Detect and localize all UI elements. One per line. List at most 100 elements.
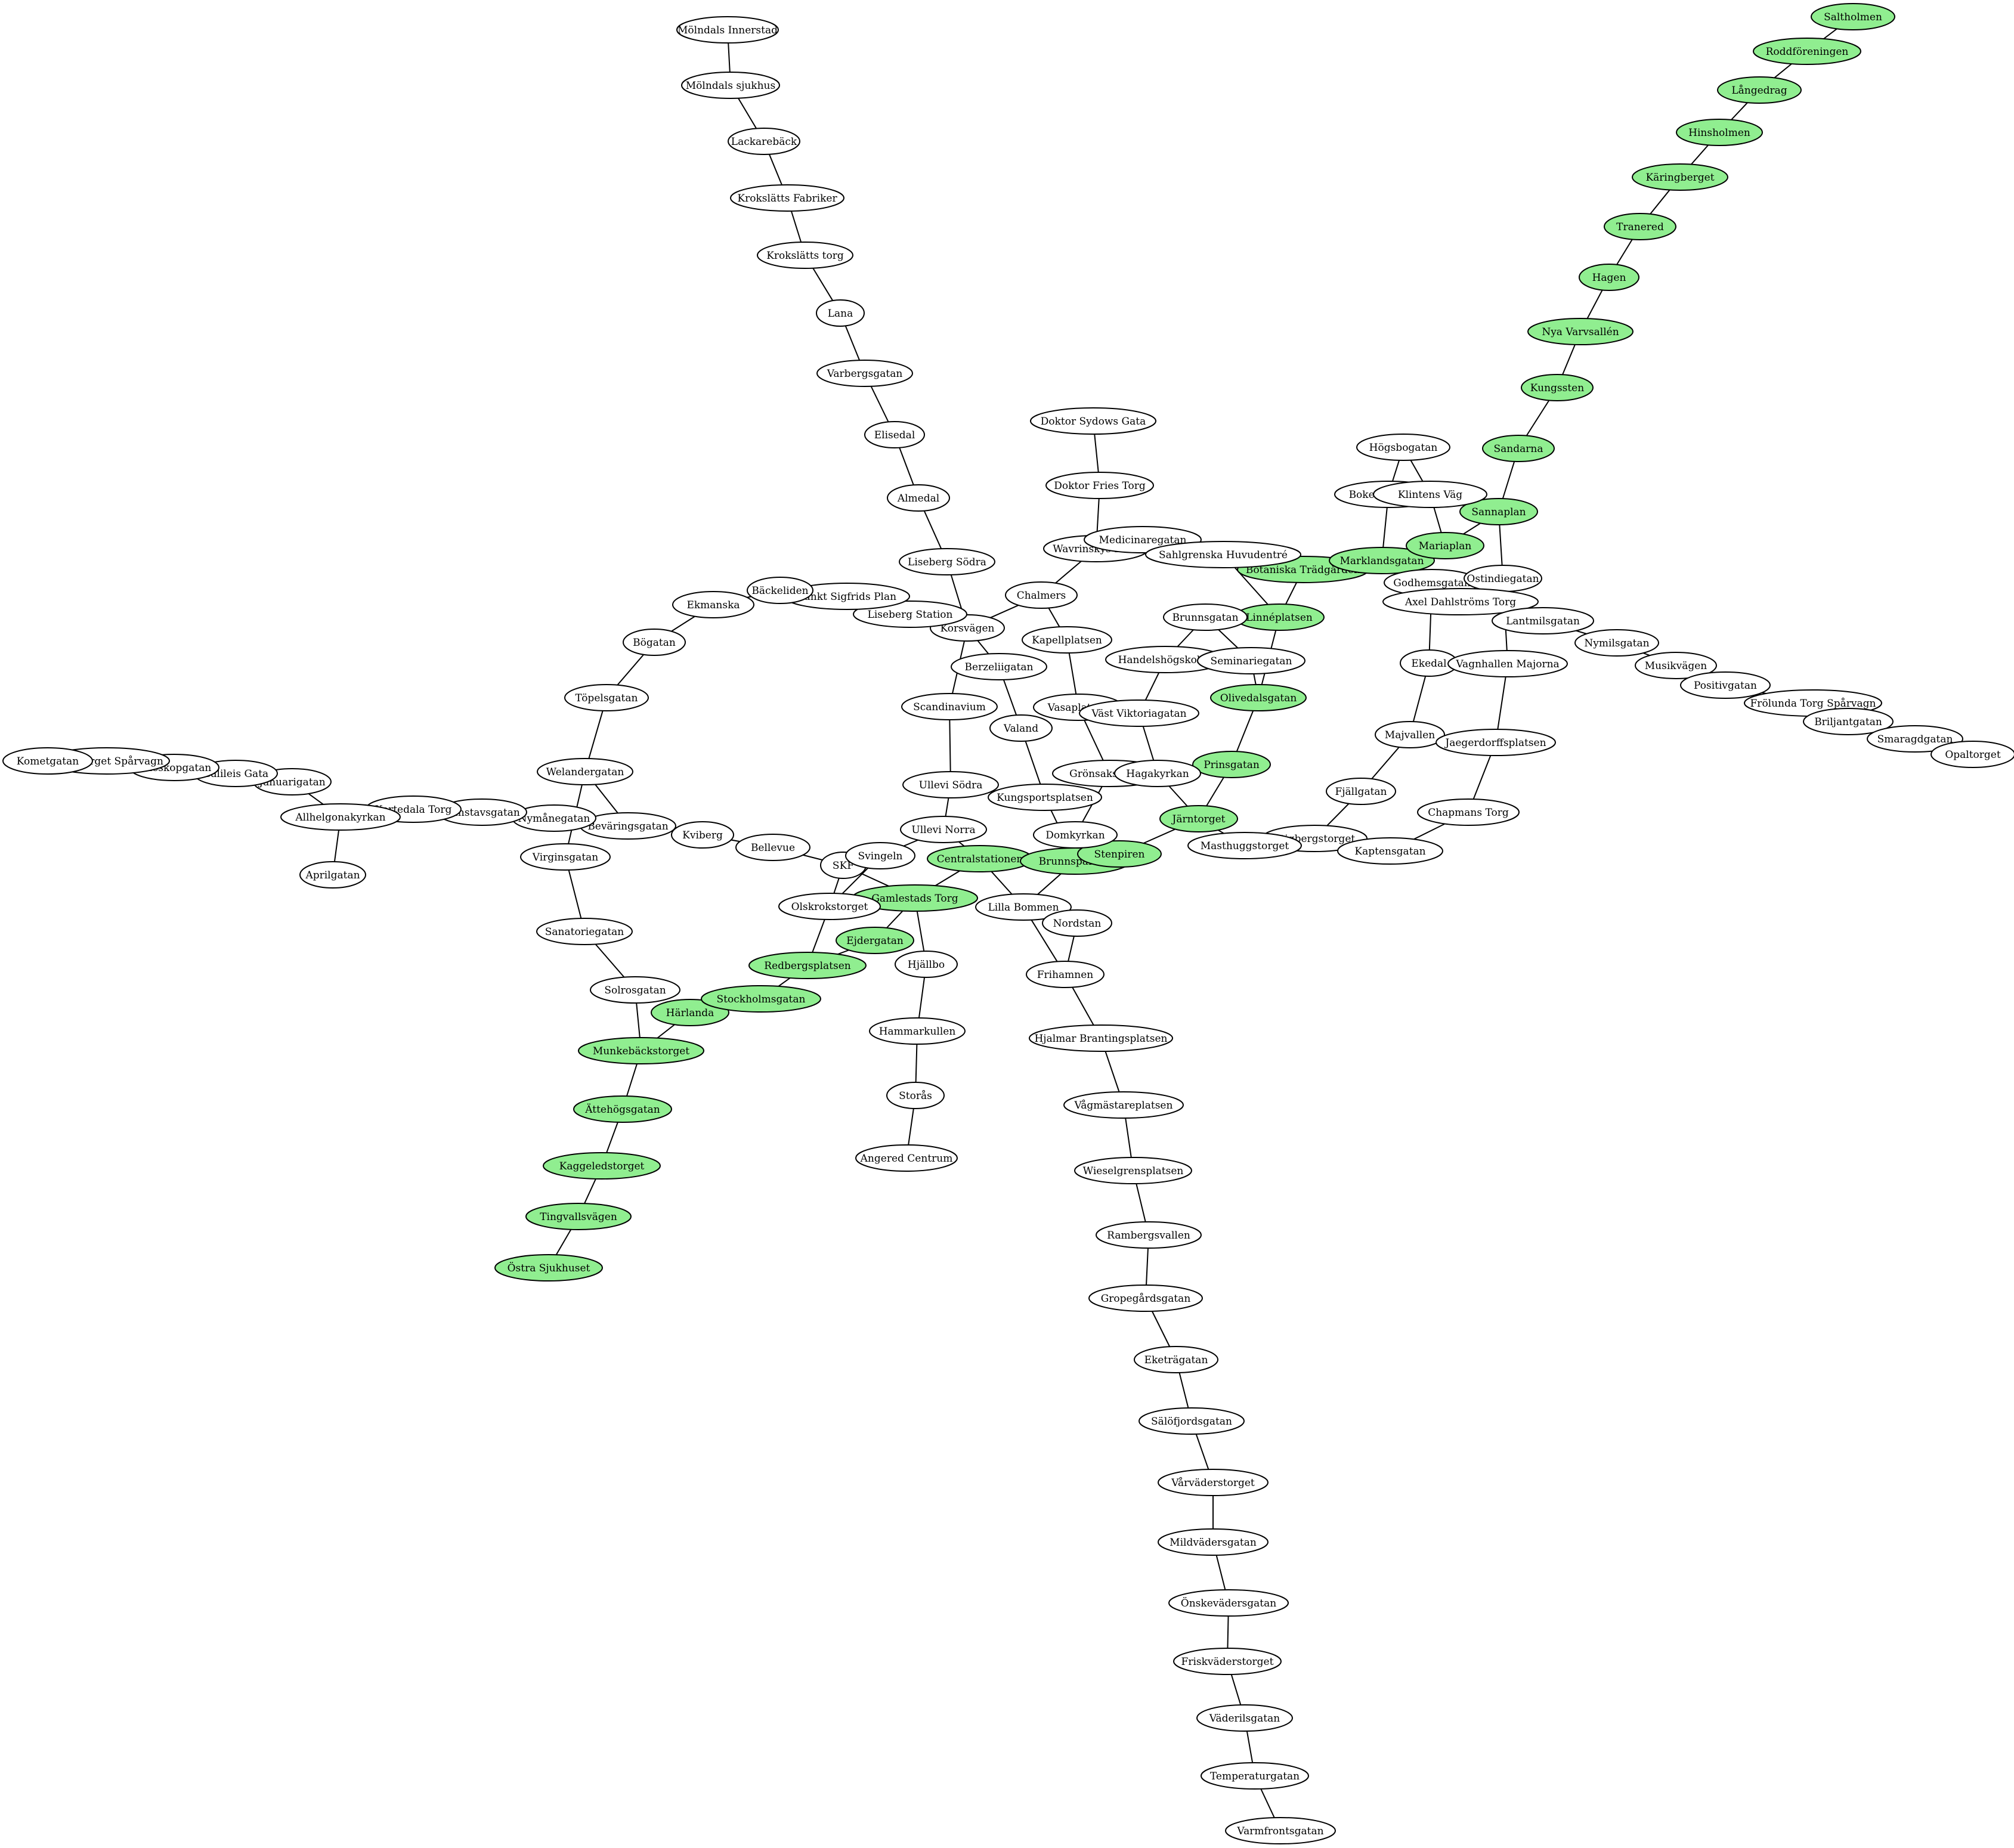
node-label: SKF — [833, 860, 854, 872]
node-ellipse — [1337, 837, 1443, 865]
node-label: Storås — [899, 1090, 932, 1102]
node-tranered: Tranered — [1604, 213, 1676, 240]
node-valand: Valand — [989, 714, 1053, 742]
node-label: Bögatan — [633, 637, 676, 649]
node-label: Nymilsgatan — [1584, 637, 1649, 649]
node-label: Temperaturgatan — [1210, 1770, 1300, 1782]
node-chapmans_torg: Chapmans Torg — [1417, 798, 1520, 826]
node-ellipse — [902, 771, 999, 798]
node-kapellplatsen: Kapellplatsen — [1022, 626, 1112, 654]
node-label: Liseberg Södra — [908, 556, 986, 568]
node-hjallbo: Hjällbo — [895, 951, 958, 978]
node-ellipse — [989, 714, 1053, 742]
node-ostra_sjukhuset: Östra Sjukhuset — [494, 1254, 603, 1281]
node-bevaringsgatan: Beväringsgatan — [580, 812, 676, 840]
node-positivgatan: Positivgatan — [1680, 671, 1771, 699]
node-doktor_sydows_gata: Doktor Sydows Gata — [1030, 407, 1156, 435]
node-berzeliigatan: Berzeliigatan — [951, 653, 1047, 680]
node-seminariegatan: Seminariegatan — [1197, 647, 1305, 674]
node-musikvagen: Musikvägen — [1635, 652, 1717, 679]
node-ellipse — [590, 976, 680, 1004]
node-ellipse — [520, 843, 611, 871]
node-nordstan: Nordstan — [1042, 909, 1112, 937]
node-ellipse — [1139, 1407, 1245, 1435]
node-ellipse — [1088, 1284, 1203, 1312]
node-frihamnen: Frihamnen — [1026, 961, 1105, 988]
node-label: Runstavsgatan — [444, 807, 520, 819]
node-lana: Lana — [816, 299, 865, 327]
node-ellipse — [951, 653, 1047, 680]
node-ellipse — [1022, 626, 1112, 654]
node-ellipse — [975, 893, 1072, 921]
node-label: Doktor Fries Torg — [1054, 480, 1146, 492]
node-almedal: Almedal — [887, 484, 950, 512]
node-olivedalsgatan: Olivedalsgatan — [1210, 684, 1307, 711]
node-vast_viktoriagatan: Väst Viktoriagatan — [1079, 699, 1199, 727]
node-label: Nymånegatan — [518, 813, 590, 825]
node-label: Hagakyrkan — [1126, 768, 1189, 780]
node-molndals_innerstad: Mölndals Innerstad — [676, 16, 779, 44]
node-label: Ullevi Södra — [919, 779, 983, 791]
node-varvaderstorget: Vårväderstorget — [1158, 1469, 1269, 1496]
node-hagen: Hagen — [1579, 264, 1639, 291]
node-majvallen: Majvallen — [1375, 721, 1445, 748]
node-label: Musikvägen — [1645, 660, 1707, 672]
node-label: Långedrag — [1731, 85, 1787, 97]
node-topelsgatan: Töpelsgatan — [564, 684, 649, 711]
node-ellipse — [1482, 435, 1555, 462]
node-ellipse — [1074, 1157, 1192, 1184]
node-elisedal: Elisedal — [864, 421, 925, 448]
node-layer: Mölndals Innerstad Mölndals sjukhus Lackar… — [2, 3, 2014, 1844]
node-karingberget: Käringberget — [1632, 163, 1728, 191]
node-temperaturgatan: Temperaturgatan — [1201, 1762, 1309, 1790]
node-sannaplan: Sannaplan — [1459, 498, 1538, 525]
node-ellipse — [855, 1144, 958, 1172]
node-ellipse — [1329, 547, 1435, 574]
node-label: Sannaplan — [1471, 506, 1526, 518]
node-fjallgatan: Fjällgatan — [1326, 778, 1396, 805]
node-nya_varvsallen: Nya Varvsallén — [1527, 318, 1634, 345]
node-ellipse — [676, 16, 779, 44]
node-solrosgatan: Solrosgatan — [590, 976, 680, 1004]
node-ellipse — [728, 128, 800, 155]
node-ellipse — [1029, 1024, 1173, 1052]
node-label: Stenpiren — [1094, 849, 1145, 860]
node-ellipse — [1114, 760, 1201, 787]
node-label: Ekmanska — [686, 599, 740, 611]
node-ellipse — [1717, 76, 1802, 104]
node-ellipse — [1811, 3, 1895, 30]
node-label: Elisedal — [874, 429, 915, 441]
node-label: Korsvägen — [941, 623, 995, 634]
node-kungsportsplatsen: Kungsportsplatsen — [988, 784, 1102, 811]
node-brunnsgatan: Brunnsgatan — [1163, 603, 1248, 631]
node-ellipse — [1492, 607, 1594, 634]
node-label: Axel Dahlströms Torg — [1404, 596, 1516, 608]
node-ekmanska: Ekmanska — [672, 591, 754, 618]
node-eketragatan: Eketrägatan — [1134, 1346, 1218, 1373]
node-label: Chalmers — [1017, 590, 1066, 602]
node-label: Önskevädersgatan — [1181, 1597, 1276, 1609]
node-ellipse — [1045, 472, 1154, 499]
node-kaptensgatan: Kaptensgatan — [1337, 837, 1443, 865]
node-tingvallsvagen: Tingvallsvägen — [525, 1203, 632, 1230]
node-allhelgonakyrkan: Allhelgonakyrkan — [280, 803, 401, 831]
node-roddforeningen: Roddföreningen — [1753, 38, 1861, 65]
node-ellipse — [735, 834, 810, 861]
node-label: Olskrokstorget — [791, 901, 868, 913]
node-label: Domkyrkan — [1045, 829, 1105, 841]
node-ellipse — [899, 548, 995, 575]
node-ellipse — [1382, 588, 1539, 615]
node-kviberg: Kviberg — [671, 821, 734, 849]
node-label: Lana — [828, 308, 853, 320]
node-label: Brunnsgatan — [1172, 612, 1238, 624]
node-label: Härlanda — [666, 1007, 714, 1019]
node-ellipse — [1574, 629, 1659, 657]
node-label: Linnéplatsen — [1246, 612, 1313, 624]
node-redbergsplatsen: Redbergsplatsen — [748, 952, 867, 979]
node-ellipse — [1417, 798, 1520, 826]
node-label: Väderilsgatan — [1209, 1713, 1280, 1725]
node-ostindiegatan: Ostindiegatan — [1464, 565, 1542, 592]
node-ellipse — [1803, 708, 1894, 735]
node-ellipse — [901, 693, 998, 720]
node-ellipse — [1753, 38, 1861, 65]
